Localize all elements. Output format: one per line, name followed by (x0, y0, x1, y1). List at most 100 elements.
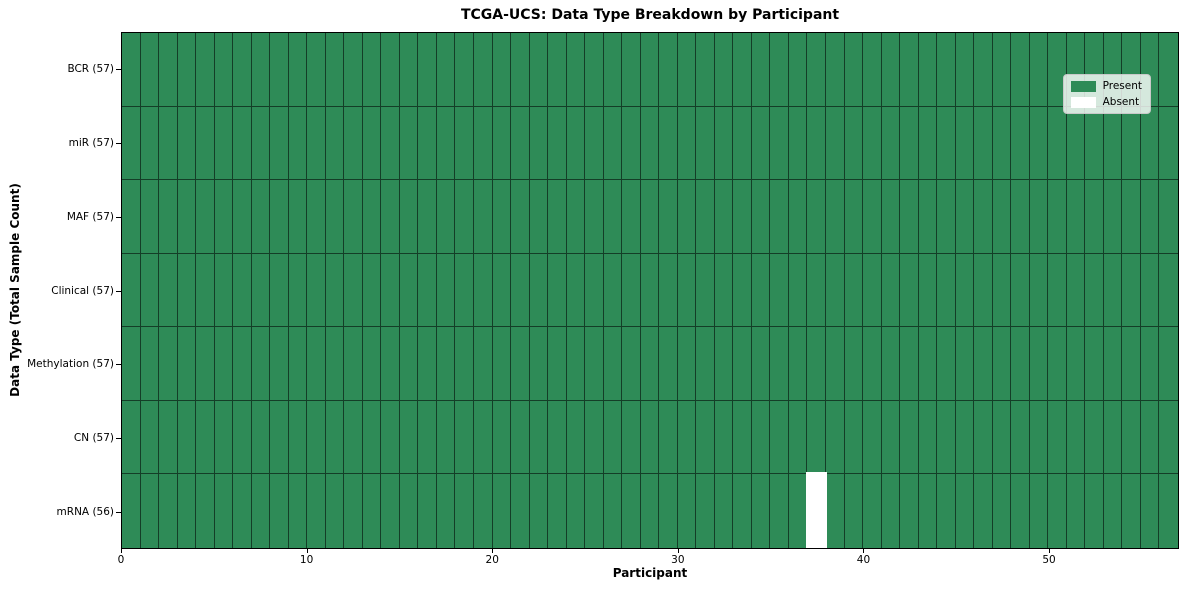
heatmap-cell-present (1029, 180, 1049, 254)
heatmap-grid (122, 33, 1178, 548)
heatmap-cell-present (511, 33, 530, 107)
heatmap-cell-present (233, 474, 252, 548)
heatmap-cell-present (974, 400, 993, 475)
heatmap-cell-present (900, 180, 919, 254)
heatmap-cell-present (214, 400, 234, 475)
heatmap-cell-present (974, 474, 993, 548)
heatmap-cell-present (918, 474, 938, 548)
x-tick (1049, 549, 1051, 553)
heatmap-cell-present (659, 400, 678, 475)
heatmap-cell-present (1159, 253, 1178, 328)
heatmap-cell-present (159, 253, 178, 328)
legend-item-present: Present (1070, 80, 1142, 92)
heatmap-cell-present (307, 180, 326, 254)
x-tick-label: 50 (1042, 554, 1056, 566)
heatmap-cell-present (844, 474, 864, 548)
heatmap-cell-present (918, 106, 938, 181)
heatmap-cell-present (418, 253, 437, 328)
heatmap-cell-present (418, 474, 437, 548)
heatmap-cell-present (974, 33, 993, 107)
heatmap-cell-present (492, 106, 512, 181)
heatmap-cell-present (937, 180, 956, 254)
heatmap-cell-present (473, 327, 493, 401)
heatmap-cell-present (418, 400, 437, 475)
heatmap-cell-present (1140, 180, 1160, 254)
heatmap-cell-present (140, 106, 160, 181)
heatmap-cell-present (955, 33, 975, 107)
heatmap-cell-present (918, 253, 938, 328)
heatmap-cell-present (1140, 253, 1160, 328)
heatmap-cell-present (733, 400, 752, 475)
heatmap-cell-present (436, 33, 456, 107)
heatmap-cell-present (307, 327, 326, 401)
heatmap-cell-present (677, 400, 697, 475)
heatmap-cell-present (863, 33, 882, 107)
heatmap-cell-present (1048, 400, 1067, 475)
heatmap-cell-present (288, 327, 308, 401)
heatmap-cell-present (251, 106, 271, 181)
heatmap-cell-present (233, 180, 252, 254)
heatmap-cell-present (381, 327, 400, 401)
heatmap-cell-present (196, 180, 215, 254)
y-tick-label: CN (57) (73, 432, 114, 445)
heatmap-cell-present (1159, 327, 1178, 401)
heatmap-cell-present (1011, 106, 1030, 181)
heatmap-cell-present (288, 33, 308, 107)
heatmap-cell-present (677, 253, 697, 328)
heatmap-cell-present (140, 253, 160, 328)
heatmap-cell-present (307, 400, 326, 475)
heatmap-cell-present (325, 106, 345, 181)
heatmap-cell-present (492, 474, 512, 548)
heatmap-cell-present (714, 400, 734, 475)
heatmap-cell-present (640, 474, 660, 548)
heatmap-cell-present (511, 400, 530, 475)
heatmap-cell-present (751, 106, 771, 181)
heatmap-cell-present (1140, 400, 1160, 475)
heatmap-cell-present (696, 474, 715, 548)
heatmap-cell-present (473, 474, 493, 548)
heatmap-cell-present (455, 106, 474, 181)
heatmap-cell-present (1048, 474, 1067, 548)
heatmap-cell-present (122, 33, 141, 107)
heatmap-cell-present (140, 474, 160, 548)
heatmap-cell-present (473, 33, 493, 107)
heatmap-cell-present (548, 327, 567, 401)
heatmap-cell-present (122, 327, 141, 401)
heatmap-cell-present (900, 33, 919, 107)
heatmap-cell-present (1066, 474, 1086, 548)
heatmap-cell-present (677, 474, 697, 548)
y-tick-label: miR (57) (68, 136, 114, 149)
heatmap-cell-present (585, 474, 604, 548)
heatmap-cell-present (937, 327, 956, 401)
heatmap-cell-present (714, 327, 734, 401)
heatmap-cell-present (992, 33, 1012, 107)
heatmap-cell-present (1159, 400, 1178, 475)
heatmap-cell-present (1122, 474, 1141, 548)
legend-swatch-present (1070, 80, 1096, 92)
y-tick (116, 142, 121, 144)
heatmap-cell-present (733, 327, 752, 401)
heatmap-cell-present (640, 327, 660, 401)
heatmap-cell-present (900, 400, 919, 475)
heatmap-cell-present (992, 474, 1012, 548)
heatmap-cell-present (788, 180, 808, 254)
heatmap-cell-present (418, 106, 437, 181)
heatmap-cell-present (622, 400, 641, 475)
heatmap-cell-present (844, 33, 864, 107)
y-tick (116, 290, 121, 292)
heatmap-cell-present (825, 253, 845, 328)
y-tick-label: BCR (57) (67, 62, 114, 75)
heatmap-cell-present (122, 180, 141, 254)
heatmap-cell-present (1029, 106, 1049, 181)
heatmap-cell-present (881, 33, 901, 107)
heatmap-cell-present (381, 106, 400, 181)
x-axis-label: Participant (612, 566, 688, 580)
heatmap-cell-present (455, 327, 474, 401)
heatmap-cell-present (214, 180, 234, 254)
heatmap-cell-present (381, 33, 400, 107)
heatmap-cell-present (714, 106, 734, 181)
heatmap-cell-present (714, 474, 734, 548)
heatmap-cell-present (659, 106, 678, 181)
heatmap-cell-present (807, 253, 826, 328)
heatmap-cell-present (140, 33, 160, 107)
